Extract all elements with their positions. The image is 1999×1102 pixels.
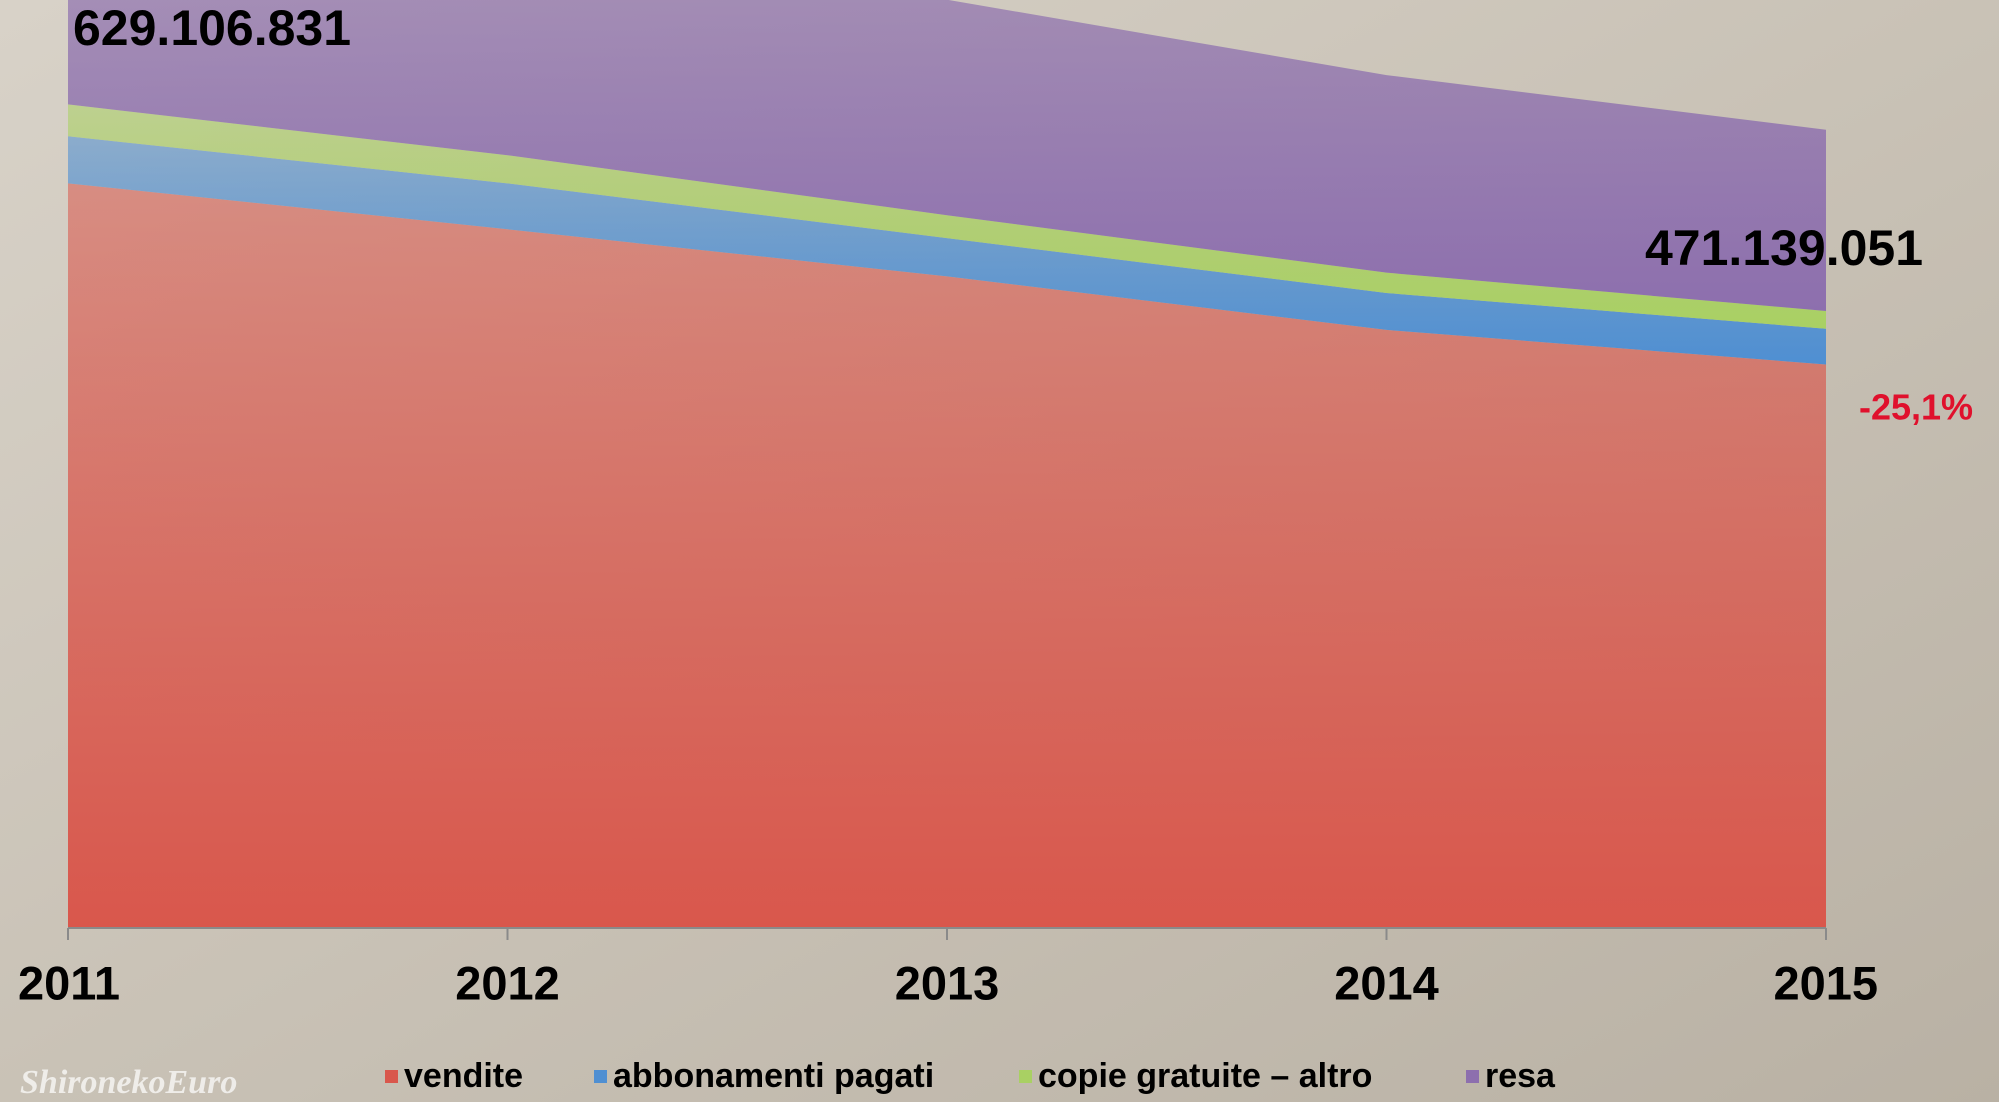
area	[68, 183, 1826, 929]
legend-swatch	[1019, 1070, 1032, 1083]
x-tick-label: 2012	[455, 956, 560, 1009]
x-tick-label: 2013	[895, 956, 1000, 1009]
legend-swatch	[1466, 1070, 1479, 1083]
x-tick-label: 2011	[18, 956, 120, 1009]
x-tick-label: 2015	[1773, 956, 1878, 1009]
legend-swatch	[385, 1070, 398, 1083]
legend-label: copie gratuite – altro	[1038, 1057, 1372, 1095]
x-tick-label: 2014	[1334, 956, 1439, 1009]
annotation: -25,1%	[1859, 387, 1973, 428]
annotation: 471.139.051	[1645, 220, 1923, 276]
legend-label: resa	[1485, 1057, 1556, 1095]
legend-label: vendite	[404, 1057, 523, 1095]
annotation: 629.106.831	[73, 0, 351, 56]
legend-swatch	[594, 1070, 607, 1083]
legend-label: abbonamenti pagati	[613, 1057, 934, 1095]
watermark: ShironekoEuro	[20, 1064, 237, 1101]
area	[68, 0, 1826, 311]
area	[68, 136, 1826, 365]
